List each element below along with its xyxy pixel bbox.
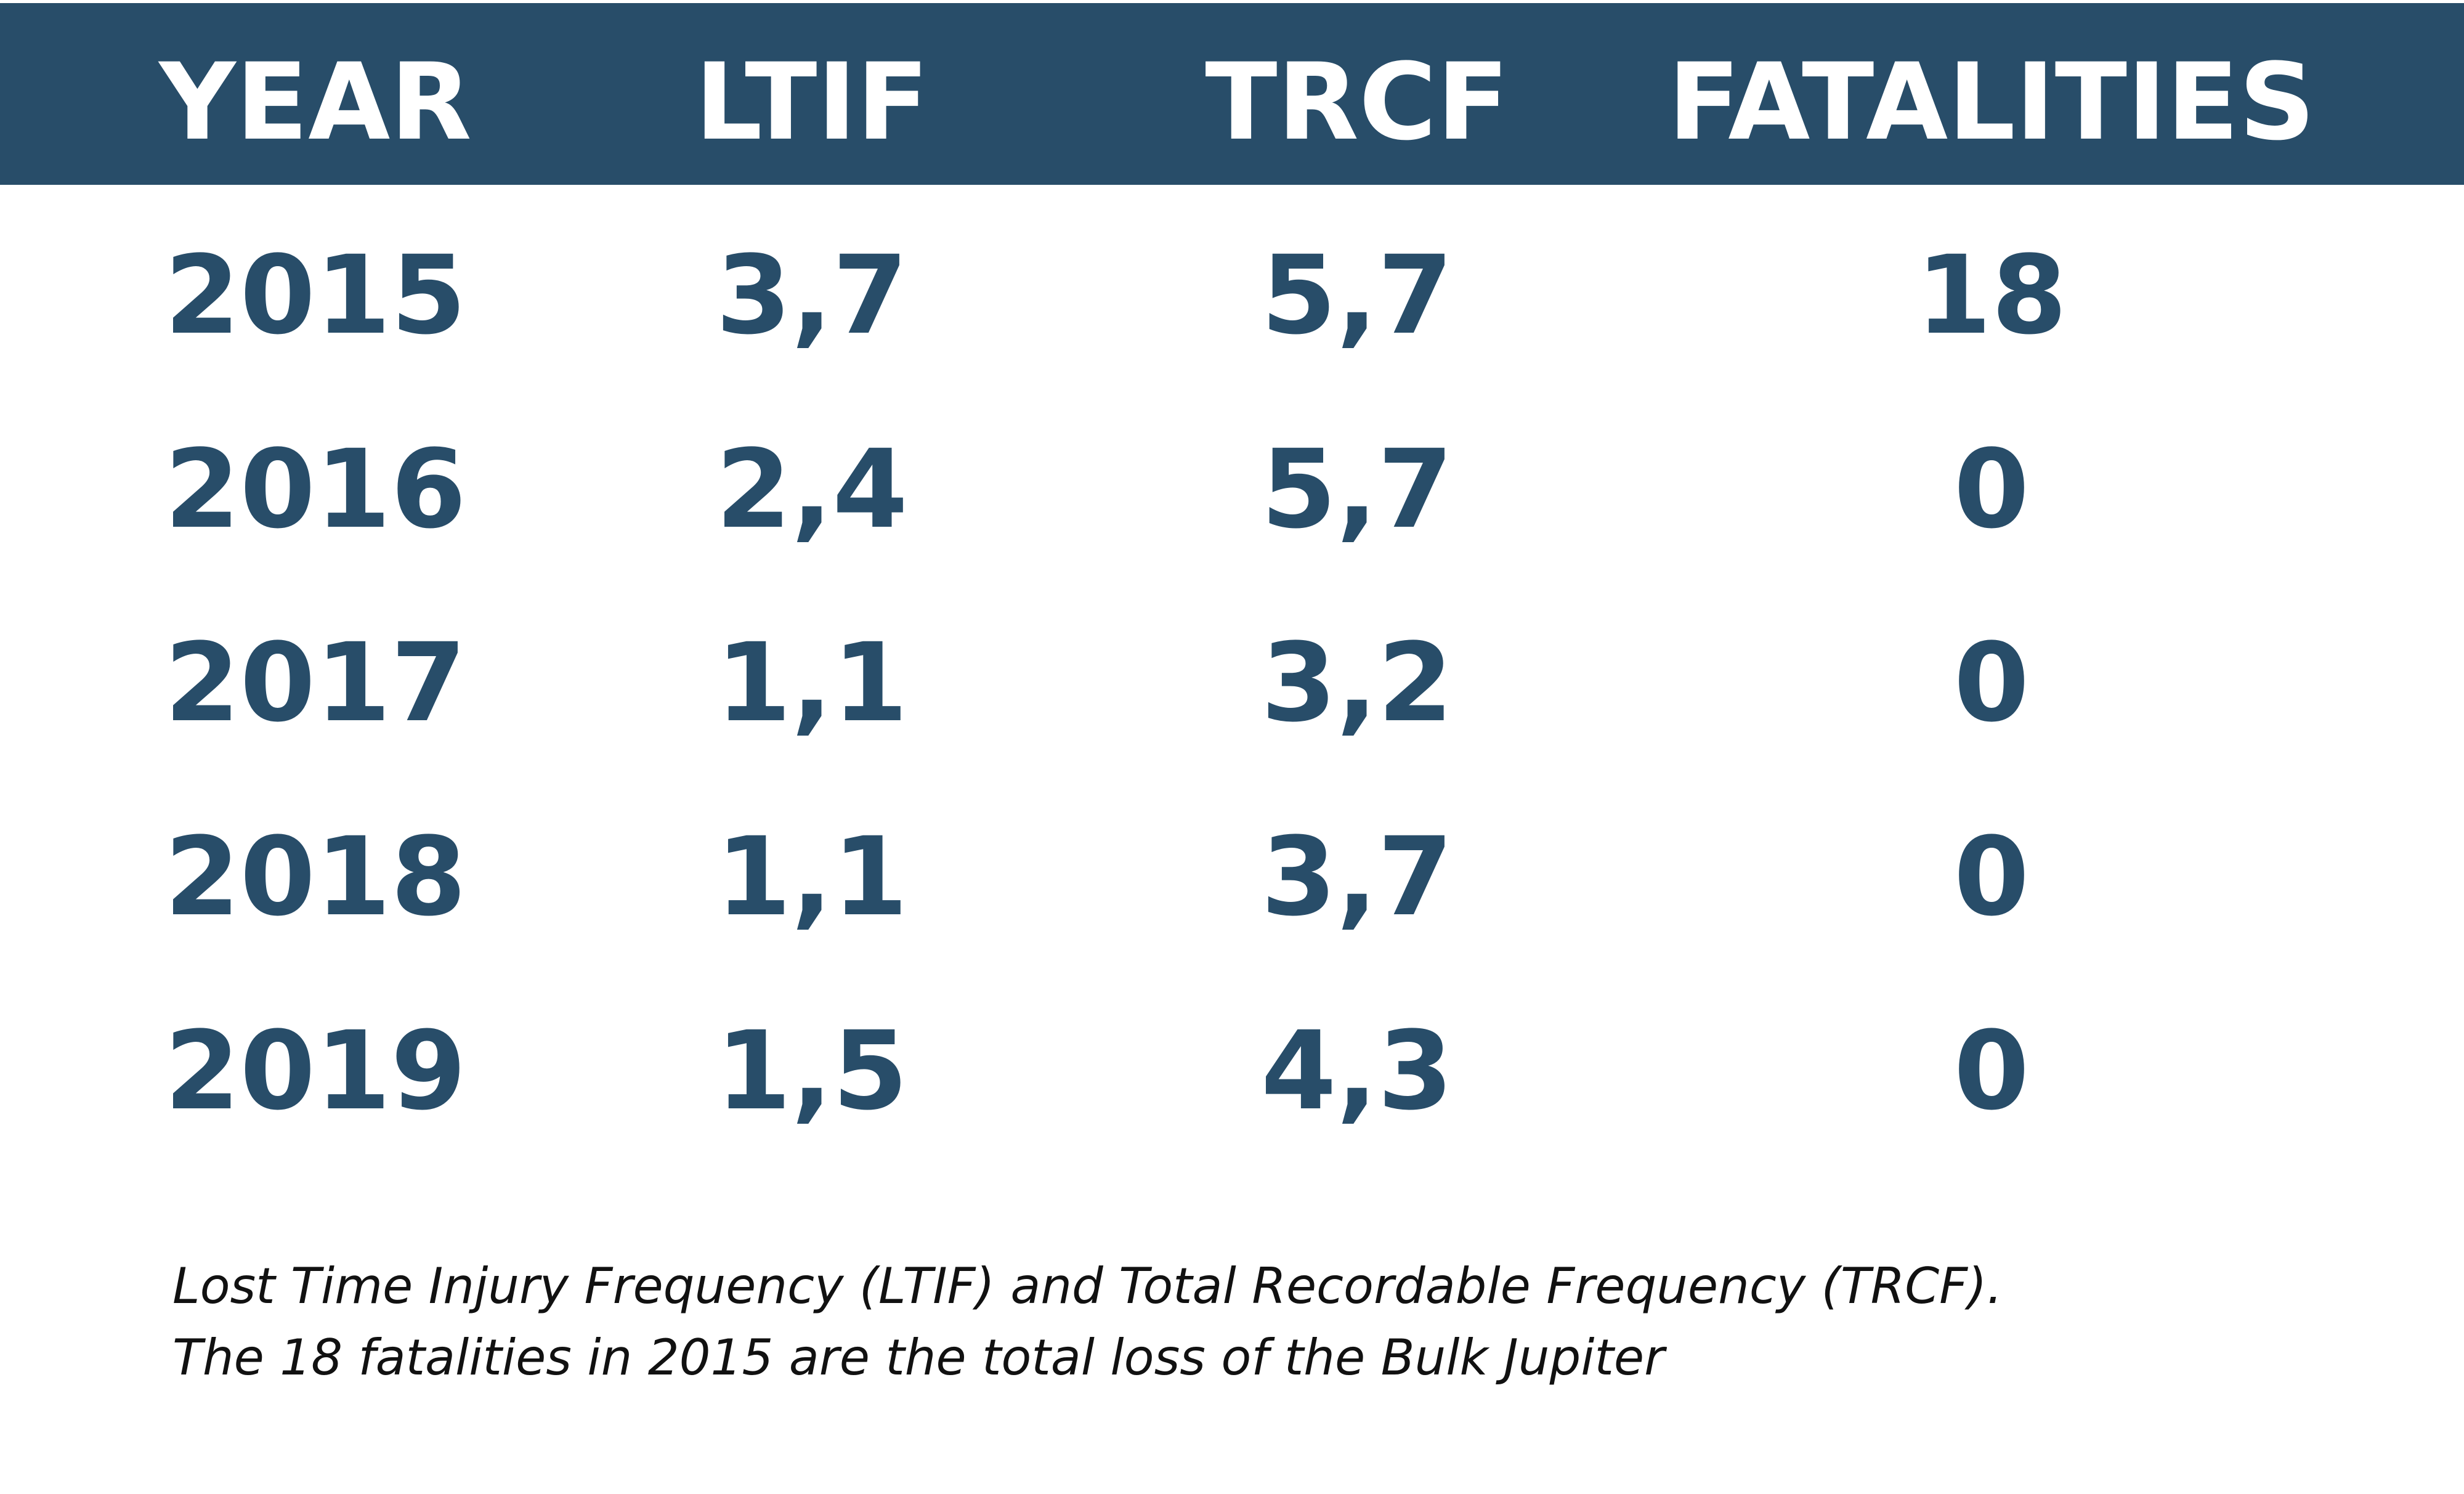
cell-fatalities: 18 [1916, 232, 2067, 359]
table-caption: Lost Time Injury Frequency (LTIF) and To… [172, 1251, 2328, 1394]
cell-year: 2017 [164, 620, 466, 746]
cell-year: 2018 [164, 814, 466, 940]
column-header-year: YEAR [159, 40, 472, 164]
cell-trcf: 5,7 [1261, 426, 1453, 553]
cell-ltif: 1,1 [716, 620, 908, 746]
cell-fatalities: 0 [1953, 620, 2030, 746]
cell-trcf: 3,2 [1261, 620, 1453, 746]
cell-year: 2016 [164, 426, 466, 553]
cell-ltif: 2,4 [716, 426, 908, 553]
cell-year: 2015 [164, 232, 466, 359]
table-header-bar [0, 3, 2464, 185]
caption-line: Lost Time Injury Frequency (LTIF) and To… [172, 1257, 2003, 1315]
column-header-ltif: LTIF [695, 40, 929, 164]
column-header-fatalities: FATALITIES [1668, 40, 2316, 164]
cell-ltif: 1,1 [716, 814, 908, 940]
column-header-trcf: TRCF [1205, 40, 1509, 164]
cell-trcf: 5,7 [1261, 232, 1453, 359]
caption-line: The 18 fatalities in 2015 are the total … [172, 1329, 1664, 1386]
cell-trcf: 4,3 [1261, 1008, 1453, 1134]
cell-fatalities: 0 [1953, 814, 2030, 940]
cell-ltif: 1,5 [716, 1008, 908, 1134]
cell-fatalities: 0 [1953, 1008, 2030, 1134]
cell-ltif: 3,7 [716, 232, 908, 359]
cell-trcf: 3,7 [1261, 814, 1453, 940]
cell-fatalities: 0 [1953, 426, 2030, 553]
cell-year: 2019 [164, 1008, 466, 1134]
